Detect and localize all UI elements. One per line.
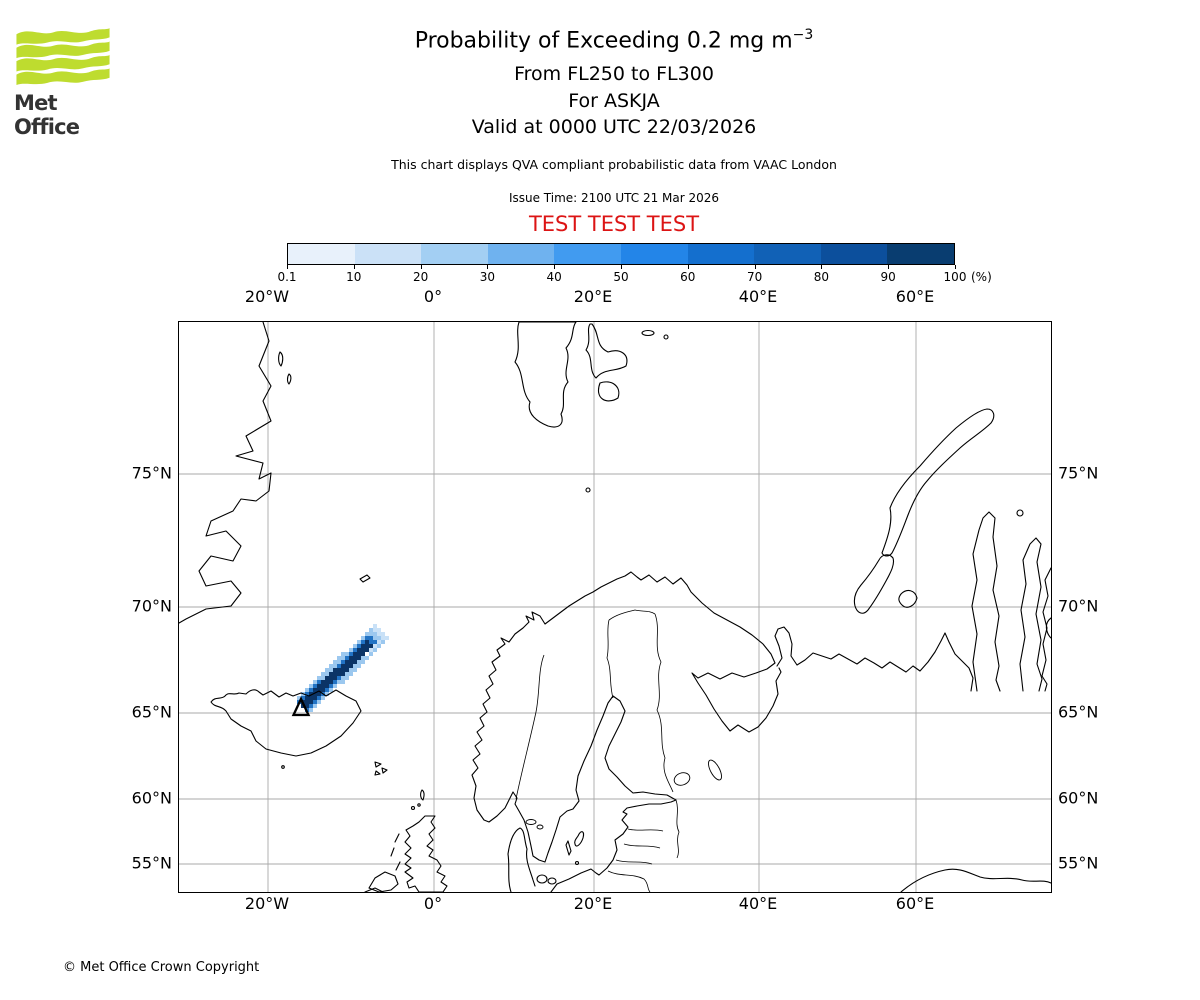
colorbar-tick-label: 70 xyxy=(746,270,763,284)
qva-note: This chart displays QVA compliant probab… xyxy=(391,157,837,172)
colorbar-tick xyxy=(554,265,556,269)
logo-wave xyxy=(16,41,110,59)
colorbar-segment xyxy=(554,244,621,264)
subtitle-valid-time: Valid at 0000 UTC 22/03/2026 xyxy=(471,116,757,138)
colorbar-segment xyxy=(620,244,688,264)
colorbar-tick-label: 100 xyxy=(943,270,967,284)
colorbar-tick xyxy=(888,265,890,269)
colorbar-tick xyxy=(955,265,956,269)
longitude-label: 20°W xyxy=(244,894,290,913)
colorbar-tick-label: 10 xyxy=(346,270,362,284)
map-panel xyxy=(178,321,1052,893)
logo-text: Met Office xyxy=(14,91,80,139)
volcano-triangle-icon xyxy=(291,696,311,717)
longitude-label: 0° xyxy=(423,287,443,306)
colorbar-tick xyxy=(821,265,823,269)
latitude-label: 70°N xyxy=(131,596,172,616)
colorbar-segment xyxy=(421,244,488,264)
latitude-label: 65°N xyxy=(131,702,172,722)
latitude-label: 75°N xyxy=(1058,463,1099,483)
latitude-label: 75°N xyxy=(131,463,172,483)
ash-plume xyxy=(297,624,389,712)
issue-time: Issue Time: 2100 UTC 21 Mar 2026 xyxy=(508,191,720,205)
longitude-label: 40°E xyxy=(738,894,778,913)
longitude-label: 20°W xyxy=(244,287,290,306)
volcano-marker xyxy=(291,696,311,717)
subtitle-flight-levels: From FL250 to FL300 xyxy=(514,63,714,85)
colorbar-gradient xyxy=(287,243,955,265)
copyright-notice: © Met Office Crown Copyright xyxy=(63,960,260,975)
colorbar-segment xyxy=(887,244,954,264)
colorbar-unit-label: (%) xyxy=(971,270,992,284)
metoffice-logo: Met Office xyxy=(14,26,126,139)
latitude-label: 70°N xyxy=(1058,596,1099,616)
subtitle-volcano: For ASKJA xyxy=(568,90,660,112)
latitude-label: 55°N xyxy=(1058,853,1099,873)
logo-wave xyxy=(16,54,110,72)
coastlines xyxy=(179,322,1051,892)
colorbar-segment xyxy=(820,244,888,264)
logo-wave xyxy=(16,28,110,45)
colorbar-tick-label: 90 xyxy=(880,270,896,284)
colorbar-tick xyxy=(287,265,288,269)
probability-colorbar: (%) 0.1 10 20 30 40 50 60 70 80 90 100 xyxy=(277,243,992,284)
page-title: Probability of Exceeding 0.2 mg m−3 xyxy=(414,27,814,54)
colorbar-tick xyxy=(487,265,489,269)
latitude-label: 60°N xyxy=(1058,788,1099,808)
colorbar-tick-label: 60 xyxy=(680,270,696,284)
logo-wave xyxy=(16,68,110,85)
longitude-label: 60°E xyxy=(895,287,935,306)
latitude-label: 60°N xyxy=(131,788,172,808)
graticule-grid xyxy=(179,322,1051,892)
colorbar-segment xyxy=(288,244,355,264)
test-banner: TEST TEST TEST xyxy=(528,212,700,236)
colorbar-tick-label: 20 xyxy=(412,270,429,284)
lakes xyxy=(525,759,722,830)
title-exponent: −3 xyxy=(792,27,814,43)
latitude-label: 65°N xyxy=(1058,702,1099,722)
colorbar-tick xyxy=(353,265,355,269)
map-canvas xyxy=(179,322,1051,892)
colorbar-tick xyxy=(687,265,689,269)
longitude-label: 60°E xyxy=(895,894,935,913)
longitude-label: 0° xyxy=(423,894,443,913)
longitude-label: 20°E xyxy=(573,287,613,306)
colorbar-tick xyxy=(754,265,756,269)
metoffice-waves-icon xyxy=(16,28,110,85)
longitude-label: 40°E xyxy=(738,287,778,306)
colorbar-tick-label: 0.1 xyxy=(277,270,297,284)
longitude-label: 20°E xyxy=(573,894,613,913)
colorbar-tick xyxy=(420,265,422,269)
colorbar-tick-label: 50 xyxy=(613,270,629,284)
colorbar-segment xyxy=(754,244,821,264)
colorbar-tick-label: 30 xyxy=(479,270,496,284)
colorbar-tick-label: 80 xyxy=(813,270,830,284)
colorbar-segment xyxy=(354,244,422,264)
colorbar-segment xyxy=(487,244,555,264)
colorbar-segment xyxy=(687,244,755,264)
colorbar-tick xyxy=(621,265,622,269)
colorbar-tick-label: 40 xyxy=(546,270,562,284)
country-borders xyxy=(515,609,680,892)
latitude-label: 55°N xyxy=(131,853,172,873)
